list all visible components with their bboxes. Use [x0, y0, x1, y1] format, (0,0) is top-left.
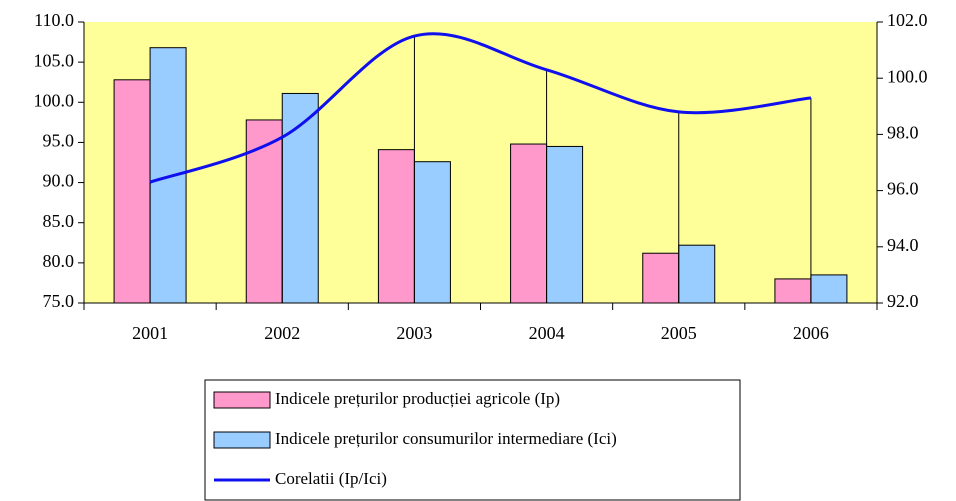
bar: [113, 79, 151, 304]
bar: [642, 252, 680, 304]
x-tick-label: 2002: [264, 323, 300, 343]
y-tick-label: 75.0: [43, 291, 75, 311]
legend-swatch: [213, 391, 271, 409]
x-tick-label: 2006: [793, 323, 829, 343]
bar: [774, 278, 812, 304]
legend-box: [204, 379, 741, 501]
y-tick-label: 95.0: [43, 131, 75, 151]
bar: [377, 149, 415, 304]
y-tick-label: 105.0: [34, 50, 75, 70]
x-tick-label: 2004: [529, 323, 565, 343]
x-tick-label: 2005: [661, 323, 697, 343]
line: [149, 32, 812, 184]
y2-tick-label: 102.0: [887, 10, 928, 30]
plot-area: [84, 22, 877, 303]
y2-tick-label: 94.0: [887, 235, 919, 255]
y2-tick-label: 96.0: [887, 179, 919, 199]
y2-tick-label: 92.0: [887, 291, 919, 311]
legend-label: Corelatii (Ip/Ici): [275, 469, 387, 488]
x-tick-label: 2001: [132, 323, 168, 343]
y-tick-label: 85.0: [43, 211, 75, 231]
y-tick-label: 90.0: [43, 171, 75, 191]
bar: [678, 244, 716, 304]
y-tick-label: 100.0: [34, 90, 75, 110]
legend-label: Indicele prețurilor producției agricole …: [275, 389, 560, 408]
y2-tick-label: 100.0: [887, 66, 928, 86]
y-tick-label: 110.0: [34, 10, 74, 30]
bar: [810, 274, 848, 304]
legend-swatch: [213, 431, 271, 449]
x-tick-label: 2003: [396, 323, 432, 343]
bar: [510, 143, 548, 304]
y-tick-label: 80.0: [43, 251, 75, 271]
bar: [546, 145, 584, 304]
bar: [149, 47, 187, 304]
bar: [413, 161, 451, 304]
legend-label: Indicele prețurilor consumurilor interme…: [275, 429, 617, 448]
legend: Indicele prețurilor producției agricole …: [204, 379, 741, 501]
y2-tick-label: 98.0: [887, 123, 919, 143]
bar: [281, 92, 319, 304]
